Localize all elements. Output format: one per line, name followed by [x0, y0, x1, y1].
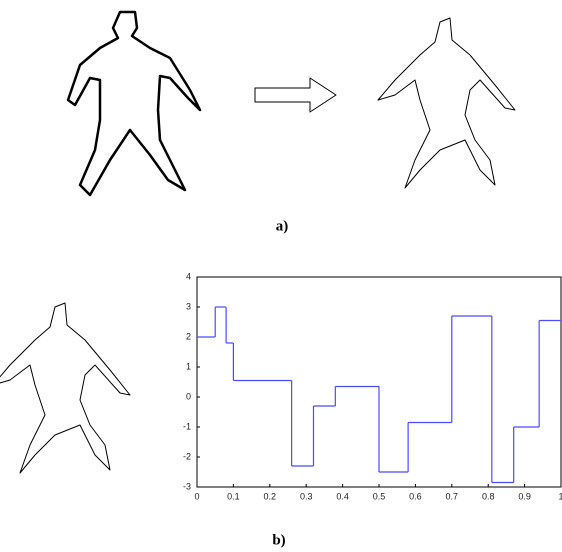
- figure: a) b) -3 -2 -1 0 1 2 3 4 0 0.1 0.2 0.3 0.4 0.5 0.6 0.7 0…: [0, 0, 562, 552]
- y-tick-label: 4: [186, 271, 191, 281]
- y-tick-label: 2: [186, 331, 191, 341]
- x-tick-label: 0.7: [446, 491, 459, 501]
- silhouette-original: [68, 12, 200, 195]
- silhouette-transformed: [378, 18, 515, 188]
- x-tick-label: 0.5: [373, 491, 386, 501]
- silhouette-sample: [0, 303, 130, 473]
- x-tick-label: 0.6: [409, 491, 422, 501]
- x-tick-label: 0.3: [300, 491, 313, 501]
- caption: a): [276, 218, 289, 234]
- x-tick-label: 0.2: [264, 491, 277, 501]
- y-tick-label: -1: [183, 421, 191, 431]
- y-tick-label: 0: [186, 391, 191, 401]
- x-tick-label: 0.1: [227, 491, 240, 501]
- x-tick-label: 0.9: [518, 491, 531, 501]
- y-tick-label: 1: [186, 361, 191, 371]
- caption: b): [272, 532, 285, 548]
- x-tick-label: 0.4: [336, 491, 349, 501]
- y-tick-label: -2: [183, 451, 191, 461]
- x-tick-label: 1: [558, 491, 562, 501]
- arrow: [255, 78, 336, 112]
- x-tick-label: 0.8: [482, 491, 495, 501]
- y-tick-label: 3: [186, 301, 191, 311]
- y-tick-label: -3: [183, 481, 191, 491]
- x-tick-label: 0: [194, 491, 199, 501]
